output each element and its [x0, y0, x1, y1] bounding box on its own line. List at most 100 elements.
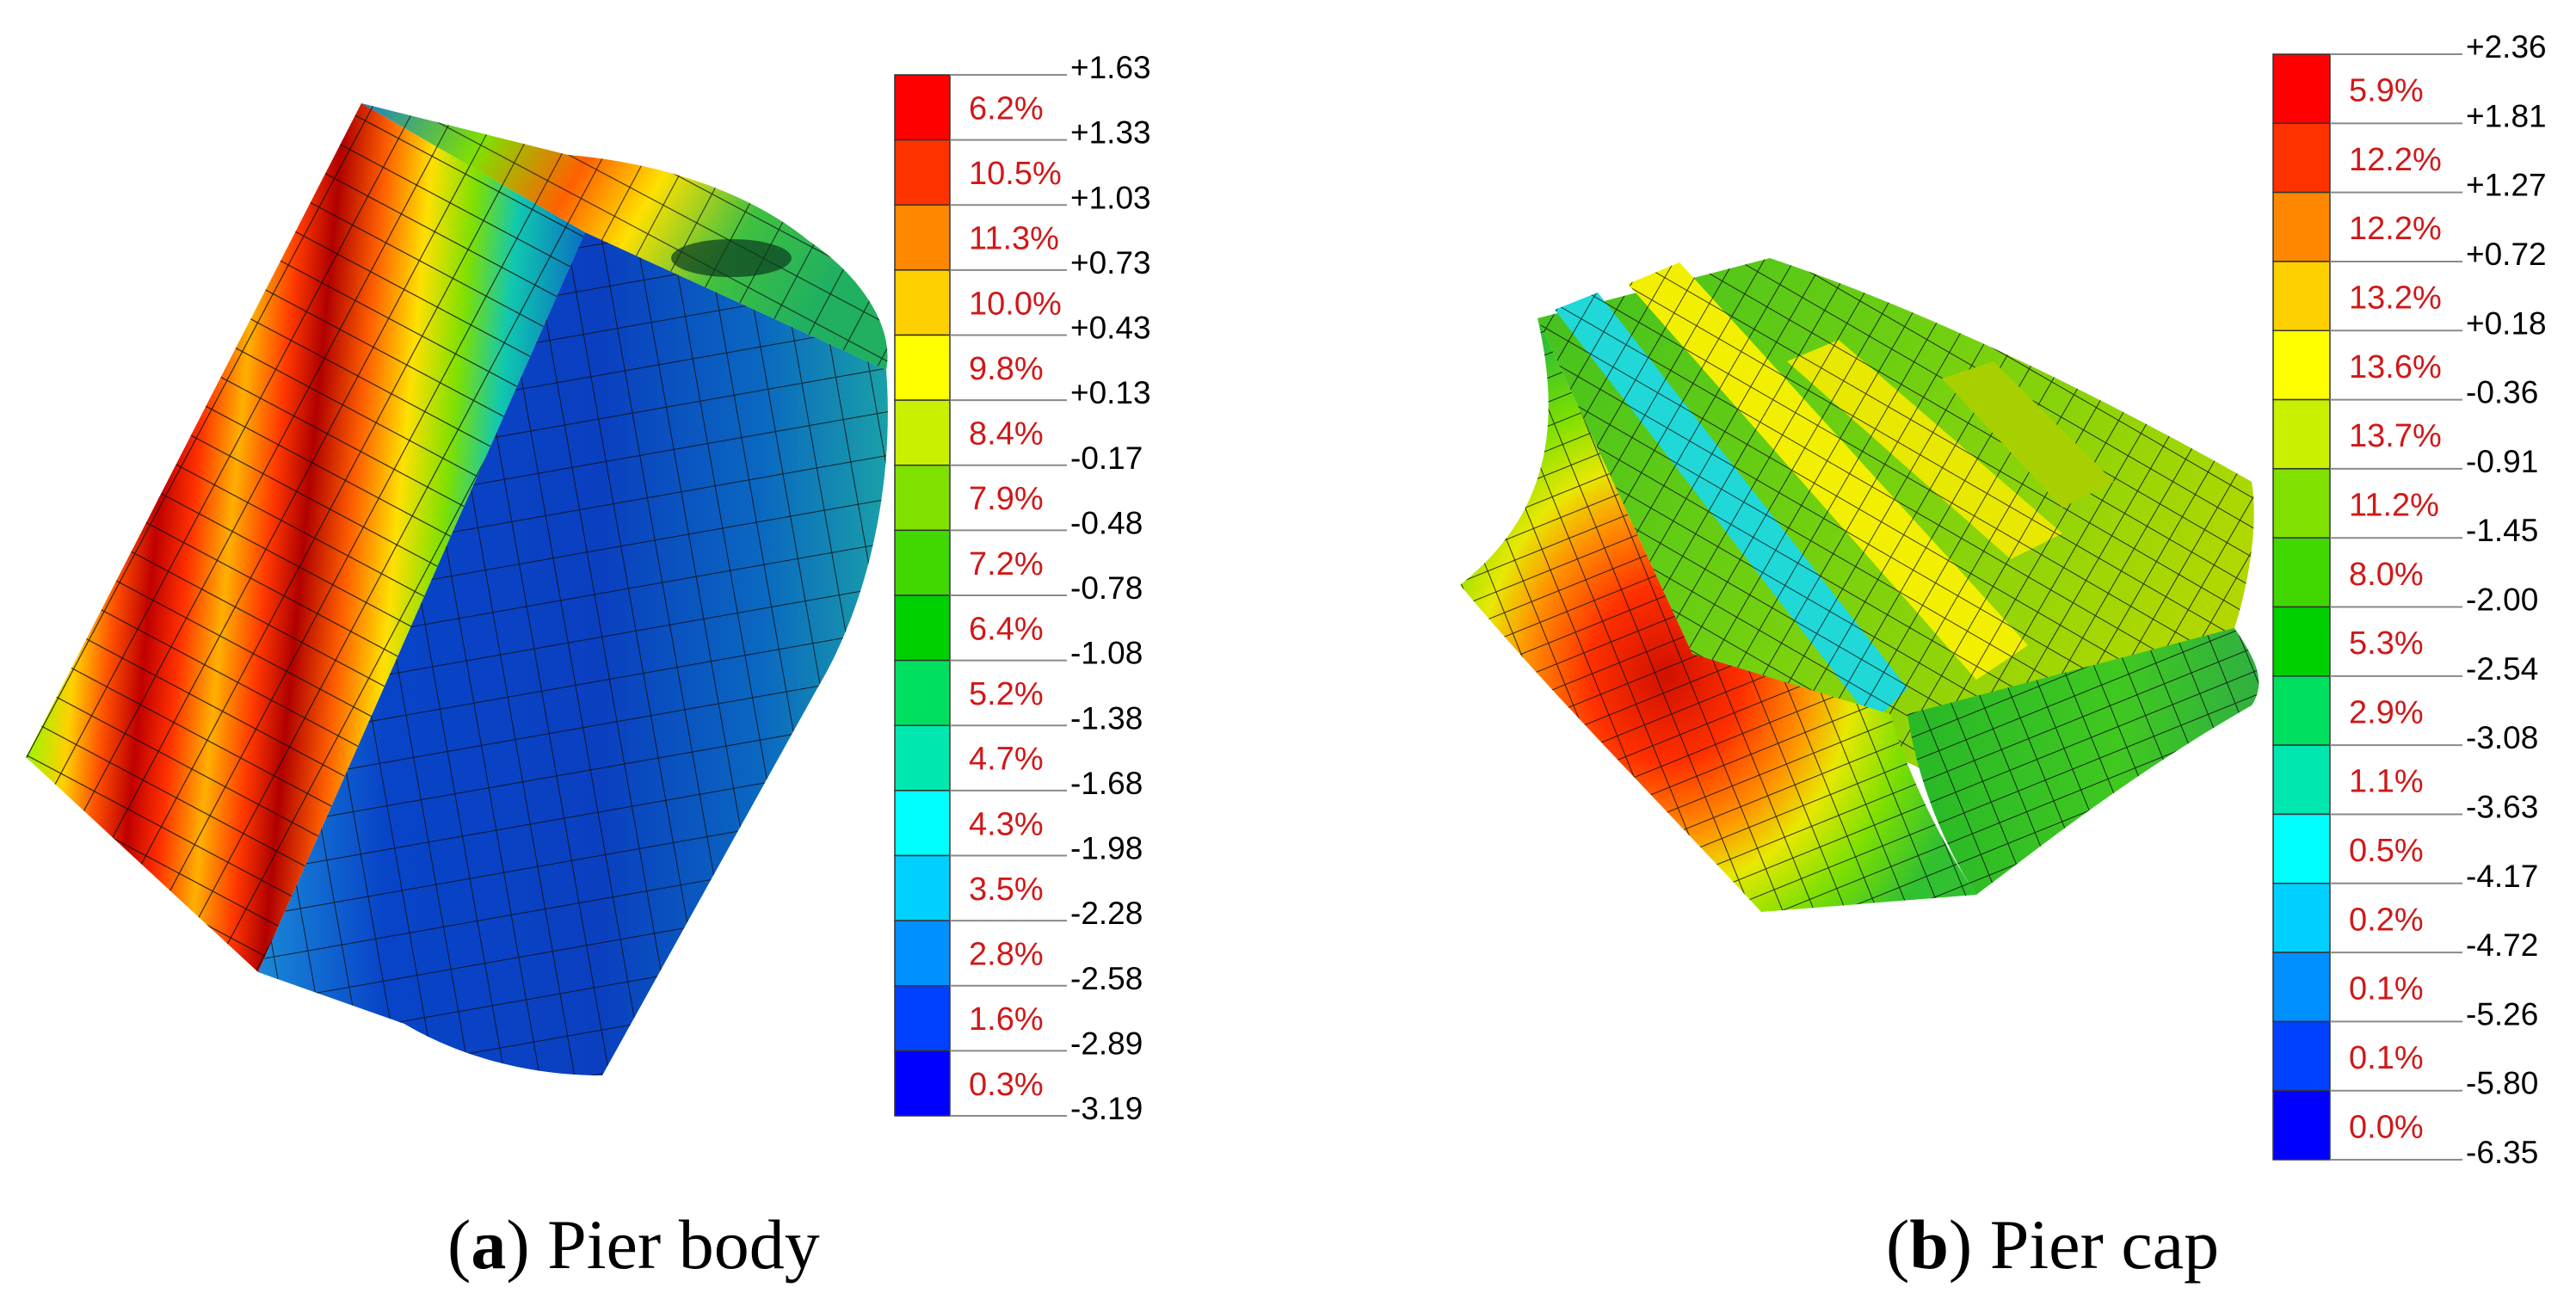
legend-swatch [894, 465, 951, 532]
caption-letter: b [1909, 1205, 1949, 1284]
legend-boundary-value: -1.68 [1070, 766, 1143, 801]
caption-pier-body: (a) Pier body [447, 1205, 820, 1284]
legend-percent: 2.8% [969, 937, 1044, 973]
legend-swatch [2272, 330, 2331, 401]
legend-boundary-value: -0.36 [2466, 375, 2538, 410]
legend-swatch [894, 204, 951, 271]
legend-boundary-value: -0.78 [1070, 570, 1143, 606]
legend-boundary-value: -6.35 [2466, 1135, 2538, 1170]
legend-boundary-value: +1.63 [1070, 50, 1151, 85]
legend-swatch [2272, 537, 2331, 608]
legend-boundary-value: +0.73 [1070, 245, 1151, 280]
legend-boundary-value: +1.33 [1070, 115, 1151, 151]
legend-percent: 6.2% [969, 90, 1044, 126]
legend-swatch [894, 854, 951, 921]
legend-swatch [2272, 468, 2331, 539]
legend-percent: 5.3% [2349, 625, 2424, 662]
legend-swatch [894, 920, 951, 987]
legend-swatch [2272, 952, 2331, 1023]
legend-swatch [894, 594, 951, 662]
legend-percent: 0.5% [2349, 833, 2424, 869]
legend-boundary-value: -2.54 [2466, 651, 2538, 687]
legend-swatch [2272, 398, 2331, 470]
legend-boundary-value: +0.13 [1070, 375, 1151, 410]
legend-boundary-value: -1.98 [1070, 831, 1143, 866]
legend-percent: 0.1% [2349, 1040, 2424, 1076]
legend-swatch [2272, 53, 2331, 125]
panel-pier-cap: 5.9% 12.2% 12.2% 13.2% 13.6% 13.7% 11.2% 8.0% 5.… [1288, 0, 2576, 1312]
legend-percent: 5.2% [969, 676, 1044, 712]
legend-swatch [2272, 122, 2331, 194]
legend-percent: 4.7% [969, 742, 1044, 778]
legend-percent: 8.4% [969, 416, 1044, 453]
legend-percent: 2.9% [2349, 694, 2424, 730]
legend-percent: 13.6% [2349, 349, 2442, 385]
legend-swatch [894, 790, 951, 857]
legend-boundary-value: -2.89 [1070, 1026, 1143, 1061]
legend-swatch [894, 74, 951, 141]
legend-boundary-value: -2.28 [1070, 896, 1143, 931]
legend-percent: 12.2% [2349, 142, 2442, 178]
caption-letter: a [471, 1205, 507, 1284]
legend-swatch [894, 269, 951, 336]
legend-percent: 8.0% [2349, 557, 2424, 593]
legend-swatch [894, 1050, 951, 1117]
legend-pier-cap: 5.9% 12.2% 12.2% 13.2% 13.6% 13.7% 11.2% 8.0% 5.… [2272, 29, 2547, 1170]
legend-swatch [894, 139, 951, 206]
pier-body-contour-plot [26, 103, 888, 1075]
legend-percent: 0.0% [2349, 1109, 2424, 1145]
legend-boundary-value: +2.36 [2466, 29, 2547, 65]
legend-swatch [894, 334, 951, 401]
legend-swatch [2272, 813, 2331, 884]
legend-percent: 5.9% [2349, 73, 2424, 109]
legend-swatch [2272, 191, 2331, 262]
caption-text: Pier body [547, 1205, 820, 1284]
legend-boundary-value: +1.03 [1070, 180, 1151, 215]
legend-percent: 0.3% [969, 1067, 1044, 1103]
legend-swatch [894, 659, 951, 726]
legend-swatch [2272, 1089, 2331, 1161]
legend-boundary-value: -2.58 [1070, 961, 1143, 996]
legend-percent: 7.2% [969, 546, 1044, 582]
legend-percent: 11.3% [969, 221, 1059, 257]
legend-swatch [894, 724, 951, 792]
legend-percent: 13.7% [2349, 418, 2442, 454]
legend-pier-body: 6.2% 10.5% 11.3% 10.0% 9.8% 8.4% 7.9% 7.2% 6.4% 5… [894, 50, 1151, 1126]
legend-swatch [2272, 1020, 2331, 1092]
legend-boundary-value: -3.19 [1070, 1091, 1143, 1126]
legend-percent: 7.9% [969, 481, 1044, 517]
legend-swatch [894, 985, 951, 1052]
legend-percent: 12.2% [2349, 211, 2442, 247]
legend-swatch [2272, 883, 2331, 953]
legend-boundary-value: -5.80 [2466, 1066, 2538, 1101]
legend-boundary-value: -3.08 [2466, 720, 2538, 755]
legend-boundary-value: -1.45 [2466, 513, 2538, 548]
legend-boundary-value: -3.63 [2466, 789, 2538, 824]
legend-percent: 0.1% [2349, 971, 2424, 1007]
legend-percent: 6.4% [969, 611, 1044, 647]
legend-percent: 3.5% [969, 872, 1044, 908]
caption-text: Pier cap [1989, 1205, 2220, 1284]
legend-percent: 13.2% [2349, 280, 2442, 317]
legend-swatch [894, 529, 951, 596]
legend-percent: 10.5% [969, 156, 1062, 192]
legend-boundary-value: -0.17 [1070, 440, 1143, 476]
legend-percent: 4.3% [969, 806, 1044, 842]
legend-boundary-value: +0.43 [1070, 311, 1151, 346]
legend-swatch [894, 399, 951, 466]
legend-boundary-value: +1.81 [2466, 98, 2547, 133]
legend-boundary-value: +0.18 [2466, 305, 2547, 341]
legend-boundary-value: -1.08 [1070, 636, 1143, 671]
legend-boundary-value: +0.72 [2466, 237, 2547, 272]
legend-boundary-value: -1.38 [1070, 700, 1143, 736]
panel-pier-body: 6.2% 10.5% 11.3% 10.0% 9.8% 8.4% 7.9% 7.2% 6.4% 5… [26, 50, 1151, 1284]
legend-boundary-value: -0.48 [1070, 505, 1143, 540]
legend-percent: 9.8% [969, 351, 1044, 387]
pier-cap-contour-plot [1460, 258, 2259, 912]
legend-percent: 1.1% [2349, 764, 2424, 800]
legend-percent: 11.2% [2349, 487, 2439, 523]
legend-boundary-value: -4.17 [2466, 859, 2538, 894]
legend-swatch [2272, 606, 2331, 677]
legend-boundary-value: -0.91 [2466, 444, 2538, 479]
legend-boundary-value: -2.00 [2466, 582, 2538, 618]
